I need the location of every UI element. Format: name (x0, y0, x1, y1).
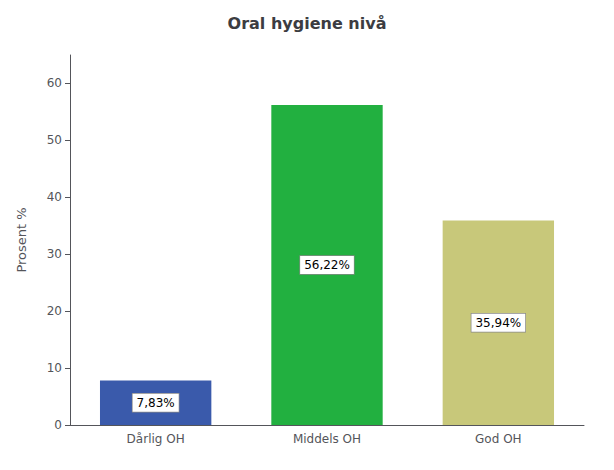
svg-text:35,94%: 35,94% (475, 316, 521, 330)
svg-text:56,22%: 56,22% (304, 258, 350, 272)
svg-text:30: 30 (47, 247, 62, 261)
svg-text:40: 40 (47, 190, 62, 204)
svg-text:60: 60 (47, 76, 62, 90)
svg-text:50: 50 (47, 133, 62, 147)
svg-text:Prosent %: Prosent % (14, 207, 29, 272)
svg-text:10: 10 (47, 361, 62, 375)
svg-text:20: 20 (47, 304, 62, 318)
svg-text:Middels OH: Middels OH (293, 432, 361, 446)
svg-text:7,83%: 7,83% (137, 396, 175, 410)
svg-text:Dårlig OH: Dårlig OH (127, 432, 185, 446)
svg-text:Oral hygiene nivå: Oral hygiene nivå (228, 14, 387, 33)
svg-text:God OH: God OH (475, 432, 522, 446)
svg-text:0: 0 (54, 418, 62, 432)
